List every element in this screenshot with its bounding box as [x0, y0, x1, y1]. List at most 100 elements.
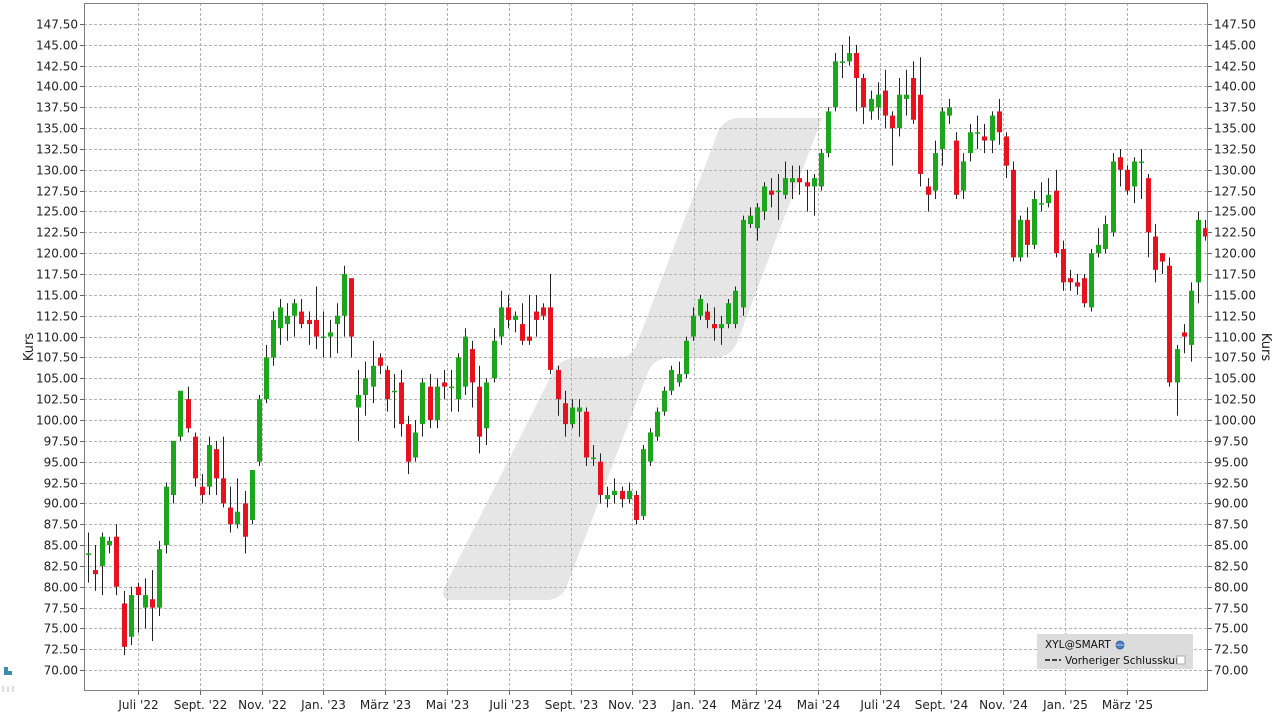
candle-body-up [933, 153, 938, 191]
y-tick-label-left: 72.50 [44, 643, 78, 657]
candle [634, 490, 639, 525]
candle-body-up [157, 549, 162, 608]
y-tick-label-right: 72.50 [1214, 643, 1248, 657]
candle [200, 474, 205, 504]
candle-body-down [854, 53, 859, 79]
candle [150, 570, 155, 641]
candle-body-up [392, 390, 397, 393]
candle [193, 432, 198, 487]
candle [883, 69, 888, 129]
candle [207, 436, 212, 496]
candle-body-down [470, 349, 475, 383]
candle-body-up [171, 440, 176, 496]
candle [392, 374, 397, 429]
candle-body-down [228, 507, 233, 525]
candle [861, 73, 866, 124]
y-tick-label-right: 100.00 [1214, 414, 1256, 428]
candle [171, 440, 176, 504]
candle [157, 540, 162, 616]
candle [733, 286, 738, 329]
candle-body-up [420, 382, 425, 425]
y-tick-label-left: 90.00 [44, 497, 78, 511]
candle [1153, 223, 1158, 283]
candle-body-up [257, 399, 262, 462]
candle [933, 140, 938, 199]
y-tick-label-left: 100.00 [36, 414, 78, 428]
candle-body-up [826, 111, 831, 154]
candle-body-up [285, 315, 290, 325]
candle [307, 311, 312, 345]
candle [968, 123, 973, 162]
candle-body-down [534, 311, 539, 320]
y-tick-label-left: 115.00 [36, 289, 78, 303]
candle-body-down [214, 449, 219, 479]
y-tick-label-right: 145.00 [1214, 39, 1256, 53]
candle-body-up [1111, 161, 1116, 233]
y-tick-label-right: 122.50 [1214, 226, 1256, 240]
x-tick-label: Jan. '24 [671, 698, 717, 712]
candle-body-down [541, 307, 546, 316]
candle [570, 399, 575, 429]
candle [1167, 257, 1172, 387]
candle [1089, 249, 1094, 312]
candle-body-down [890, 115, 895, 129]
candle-body-down [997, 111, 1002, 133]
candle-body-down [556, 369, 561, 400]
y-tick-label-left: 110.00 [36, 331, 78, 345]
candle-body-down [1054, 190, 1059, 254]
candle [420, 378, 425, 437]
y-tick-label-left: 145.00 [36, 39, 78, 53]
y-tick-label-left: 120.00 [36, 247, 78, 261]
candle [1096, 228, 1101, 258]
globe-icon[interactable] [1115, 640, 1125, 650]
candle [314, 286, 319, 350]
candle [1046, 178, 1051, 208]
candle-body-down [186, 399, 191, 429]
candle-body-down [243, 503, 248, 537]
candle [214, 440, 219, 496]
candle [997, 98, 1002, 145]
candle-body-up [484, 382, 489, 429]
candle-body-up [762, 186, 767, 212]
candle-body-up [1139, 161, 1144, 163]
y-tick-label-left: 117.50 [36, 268, 78, 282]
candle-body-down [548, 307, 553, 370]
candle [911, 61, 916, 124]
candle [755, 203, 760, 241]
y-tick-label-right: 90.00 [1214, 497, 1248, 511]
candle [854, 44, 859, 112]
candle-body-up [513, 315, 518, 320]
candle-series [86, 36, 1208, 656]
candle [1175, 344, 1180, 416]
candle-body-down [1004, 136, 1009, 166]
x-tick-label: Mai '24 [797, 698, 840, 712]
candle-body-up [790, 178, 795, 183]
candle [705, 303, 710, 329]
candle [677, 361, 682, 387]
candle [328, 319, 333, 358]
candle [691, 307, 696, 341]
candle [1196, 211, 1201, 304]
candle-body-down [1118, 157, 1123, 170]
candle [769, 178, 774, 208]
candle [947, 98, 952, 124]
y-tick-label-left: 137.50 [36, 101, 78, 115]
y-tick-label-right: 147.50 [1214, 18, 1256, 32]
candle-body-down [114, 536, 119, 587]
y-tick-label-left: 107.50 [36, 351, 78, 365]
candle-body-up [975, 132, 980, 134]
candle-body-up [1039, 203, 1044, 205]
candle [1160, 253, 1165, 275]
y-tick-label-right: 80.00 [1214, 581, 1248, 595]
candle-body-up [164, 486, 169, 546]
y-tick-label-right: 97.50 [1214, 435, 1248, 449]
candle-body-down [805, 182, 810, 187]
candle-body-down [150, 599, 155, 608]
candle [1039, 182, 1044, 212]
candle [164, 482, 169, 554]
chart-settings-icon[interactable] [2, 667, 14, 692]
candle [776, 173, 781, 220]
candle-body-up [648, 432, 653, 462]
candle-body-up [321, 336, 326, 339]
legend-checkbox[interactable] [1176, 655, 1186, 665]
